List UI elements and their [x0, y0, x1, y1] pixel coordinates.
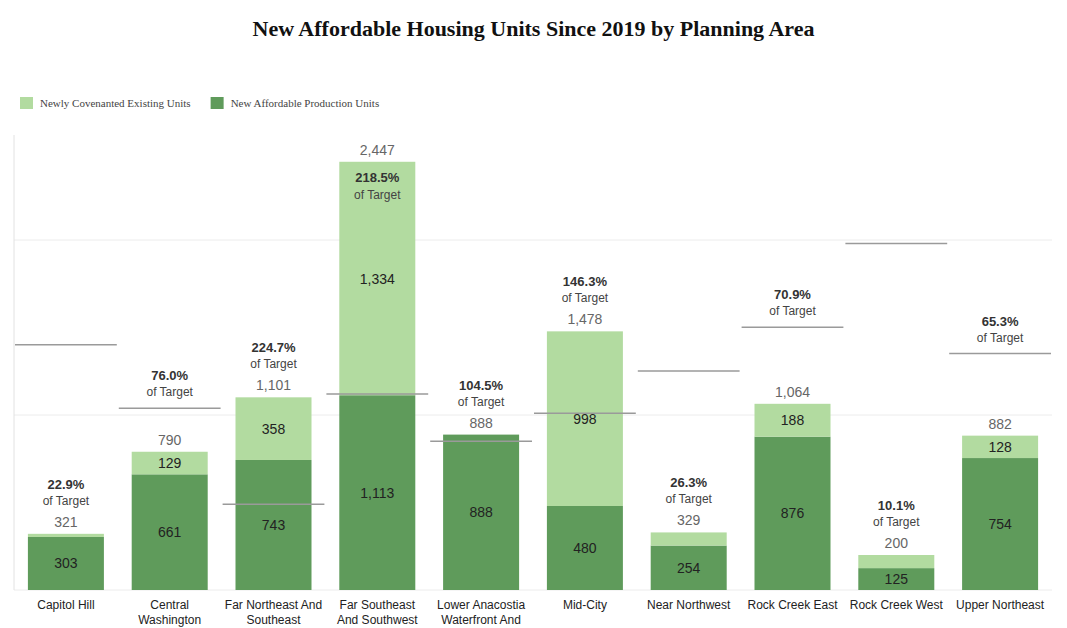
- data-label: 303: [54, 555, 78, 571]
- title: New Affordable Housing Units Since 2019 …: [253, 16, 815, 41]
- bar-segment: [547, 331, 623, 506]
- bar-segment: [339, 395, 415, 590]
- target-line: [223, 504, 325, 506]
- total-label: 2,447: [360, 142, 395, 158]
- target-note: of Target: [354, 188, 401, 202]
- data-label: 1,334: [360, 271, 395, 287]
- bar-segment: [132, 474, 208, 590]
- bar-segment: [962, 458, 1038, 590]
- bar-segment: [443, 435, 519, 590]
- target-line: [326, 393, 428, 395]
- percent-of-target: 65.3%: [982, 314, 1019, 329]
- target-note: of Target: [873, 515, 920, 529]
- category-label: Far Northeast AndSoutheast: [225, 598, 322, 627]
- grid-line: [14, 415, 1052, 416]
- percent-of-target: 26.3%: [670, 475, 707, 490]
- target-note: of Target: [458, 395, 505, 409]
- data-label: 125: [885, 571, 909, 587]
- target-note: of Target: [146, 385, 193, 399]
- bar-segment: [755, 404, 831, 437]
- target-line: [15, 344, 117, 346]
- bar-segment: [28, 537, 104, 590]
- data-label: 1,113: [360, 485, 394, 501]
- data-label: 254: [677, 560, 701, 576]
- bars: [28, 162, 1038, 590]
- target-line: [949, 353, 1051, 355]
- bar-segment: [962, 436, 1038, 458]
- category-label: Lower AnacostiaWaterfront And: [437, 598, 525, 627]
- total-label: 1,101: [256, 377, 291, 393]
- data-label: 743: [262, 517, 286, 533]
- percent-of-target: 22.9%: [47, 477, 84, 492]
- category-label: Mid-City: [563, 598, 607, 612]
- data-label: 661: [158, 524, 182, 540]
- bar-segment: [858, 555, 934, 568]
- category-label: Far SoutheastAnd Southwest: [337, 598, 418, 627]
- bar-segment: [858, 568, 934, 590]
- total-label: 882: [988, 416, 1012, 432]
- total-label: 321: [54, 514, 78, 530]
- bar-segment: [28, 534, 104, 537]
- target-note: of Target: [977, 331, 1024, 345]
- bar-segment: [236, 397, 312, 460]
- percent-of-target: 70.9%: [774, 287, 811, 302]
- data-label: 128: [988, 439, 1012, 455]
- bar-segment: [443, 434, 519, 435]
- legend-label: New Affordable Production Units: [231, 97, 380, 109]
- percent-of-target: 146.3%: [563, 274, 608, 289]
- target-line: [742, 327, 844, 329]
- percent-of-target: 10.1%: [878, 498, 915, 513]
- total-label: 1,478: [567, 311, 602, 327]
- bar-segment: [236, 460, 312, 590]
- data-label: 358: [262, 421, 286, 437]
- data-label: 876: [781, 505, 805, 521]
- bar-segment: [755, 437, 831, 590]
- grid-line: [14, 240, 1052, 241]
- bar-segment: [651, 546, 727, 590]
- legend-label: Newly Covenanted Existing Units: [40, 97, 191, 109]
- category-label: Capitol Hill: [37, 598, 94, 612]
- bar-segment: [651, 532, 727, 545]
- legend-swatch: [20, 97, 33, 109]
- category-label: Near Northwest: [647, 598, 731, 612]
- bar-segment: [547, 506, 623, 590]
- total-label: 200: [885, 535, 909, 551]
- target-note: of Target: [665, 492, 712, 506]
- y-axis-line: [14, 135, 15, 590]
- data-label: 480: [573, 540, 597, 556]
- category-label: Upper Northeast: [956, 598, 1045, 612]
- target-line: [534, 413, 636, 415]
- chart: New Affordable Housing Units Since 2019 …: [0, 0, 1067, 628]
- category-label: Rock Creek East: [747, 598, 838, 612]
- labels: 303 321 22.9% of Target 661 129 790 76.0% of Tar…: [15, 142, 1051, 587]
- percent-of-target: 224.7%: [251, 340, 296, 355]
- target-line: [845, 243, 947, 245]
- total-label: 790: [158, 432, 182, 448]
- percent-of-target: 76.0%: [151, 368, 188, 383]
- bar-segment: [339, 162, 415, 395]
- category-label: Rock Creek West: [850, 598, 944, 612]
- total-label: 1,064: [775, 384, 810, 400]
- target-line: [638, 370, 740, 372]
- data-label: 188: [781, 412, 805, 428]
- category-label: CentralWashington: [138, 598, 201, 627]
- data-label: 754: [988, 516, 1012, 532]
- target-note: of Target: [43, 494, 90, 508]
- target-line: [430, 441, 532, 443]
- percent-of-target: 104.5%: [459, 378, 504, 393]
- target-line: [119, 407, 221, 409]
- target-note: of Target: [769, 304, 816, 318]
- data-label: 888: [469, 504, 493, 520]
- legend-swatch: [211, 97, 224, 109]
- target-note: of Target: [250, 357, 297, 371]
- bar-segment: [132, 452, 208, 475]
- target-note: of Target: [562, 291, 609, 305]
- data-label: 129: [158, 455, 182, 471]
- legend: Newly Covenanted Existing Units New Affor…: [20, 97, 379, 109]
- total-label: 888: [469, 415, 493, 431]
- percent-of-target: 218.5%: [355, 170, 400, 185]
- total-label: 329: [677, 512, 701, 528]
